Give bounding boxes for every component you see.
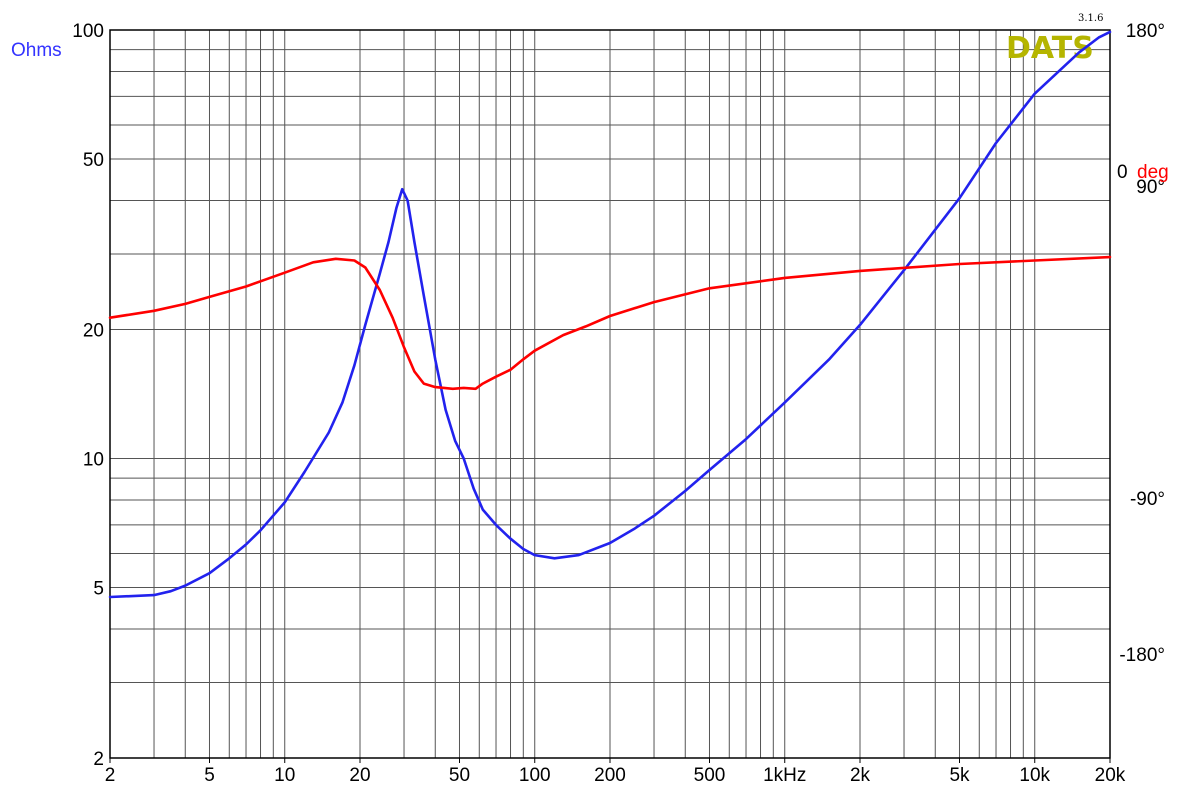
brand-version: 3.1.6 [1078, 13, 1103, 24]
y-tick-label: 50 [83, 150, 104, 171]
x-tick-label: 10 [274, 765, 295, 786]
y-axis-ticks: 100 50 20 10 5 2 [72, 21, 104, 770]
series-layer [108, 30, 1112, 599]
y-tick-label: 100 [72, 21, 104, 42]
x-axis-ticks: 2 5 10 20 50 100 200 500 1kHz 2k 5k 10k 20k [105, 758, 1126, 786]
right-axis-label-zero: 0 [1117, 162, 1128, 183]
right-axis-label: 0 deg [1117, 162, 1169, 183]
right-tick-label: 180° [1126, 21, 1165, 42]
y-axis-label: Ohms [11, 40, 62, 61]
x-tick-label: 1kHz [763, 765, 806, 786]
x-tick-label: 50 [449, 765, 470, 786]
x-tick-label: 100 [519, 765, 551, 786]
x-tick-label: 20 [349, 765, 370, 786]
x-tick-label: 2 [105, 765, 116, 786]
y-tick-label: 20 [83, 321, 104, 342]
x-tick-label: 5 [204, 765, 215, 786]
x-tick-label: 200 [594, 765, 626, 786]
x-tick-label: 2k [850, 765, 871, 786]
x-tick-label: 20k [1095, 765, 1126, 786]
plot-grid [110, 30, 1110, 758]
impedance-line [108, 30, 1112, 599]
right-axis-ticks: 180° 90° -90° -180° [1119, 21, 1165, 666]
x-tick-label: 5k [949, 765, 970, 786]
y-tick-label: 5 [93, 578, 104, 599]
y-tick-label: 2 [93, 749, 104, 770]
right-tick-label: -180° [1119, 645, 1165, 666]
y-tick-label: 10 [83, 449, 104, 470]
x-tick-label: 10k [1019, 765, 1050, 786]
x-tick-label: 500 [694, 765, 726, 786]
brand-logo: DATS [1006, 31, 1094, 66]
right-axis-label-unit: deg [1137, 162, 1169, 183]
right-tick-label: -90° [1130, 489, 1165, 510]
right-tick-label: 90° [1136, 177, 1165, 198]
phase-line [108, 255, 1112, 391]
